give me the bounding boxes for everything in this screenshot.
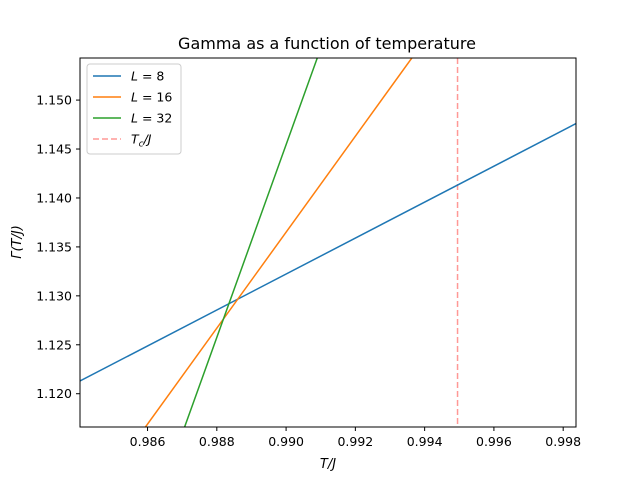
y-tick-label: 1.120 xyxy=(36,386,72,401)
x-tick-label: 0.992 xyxy=(337,434,373,449)
legend: L = 8 L = 16 L = 32 Tc/J xyxy=(86,63,182,155)
x-tick-label: 0.986 xyxy=(130,434,166,449)
legend-label: L = 32 xyxy=(131,111,172,126)
y-tick-label: 1.125 xyxy=(36,337,72,352)
y-axis-title: Γ(T/J) xyxy=(10,225,25,259)
y-tick-label: 1.140 xyxy=(36,190,72,205)
x-tick-label: 0.990 xyxy=(268,434,304,449)
x-tick-label: 0.996 xyxy=(476,434,512,449)
legend-label: L = 8 xyxy=(131,69,164,84)
x-axis-title: T/J xyxy=(320,457,336,472)
y-tick-label: 1.130 xyxy=(36,288,72,303)
x-tick-label: 0.998 xyxy=(545,434,581,449)
y-tick-label: 1.135 xyxy=(36,239,72,254)
legend-label: L = 16 xyxy=(131,90,172,105)
plot-frame xyxy=(79,57,577,428)
series-line-l16 xyxy=(144,58,413,427)
series-line-l32 xyxy=(183,58,318,427)
series-line-l8 xyxy=(80,122,576,382)
x-tick-label: 0.988 xyxy=(199,434,235,449)
y-tick-label: 1.145 xyxy=(36,142,72,157)
legend-box xyxy=(86,63,182,155)
legend-label: Tc/J xyxy=(131,132,152,150)
y-axis-ticks: 1.120 1.125 1.130 1.135 1.140 1.145 1.150 xyxy=(36,93,80,401)
series-layer xyxy=(80,58,576,427)
y-tick-label: 1.150 xyxy=(36,93,72,108)
chart-title: Gamma as a function of temperature xyxy=(178,34,476,53)
x-axis-ticks: 0.986 0.988 0.990 0.992 0.994 0.996 0.998 xyxy=(130,427,581,449)
x-tick-label: 0.994 xyxy=(407,434,443,449)
